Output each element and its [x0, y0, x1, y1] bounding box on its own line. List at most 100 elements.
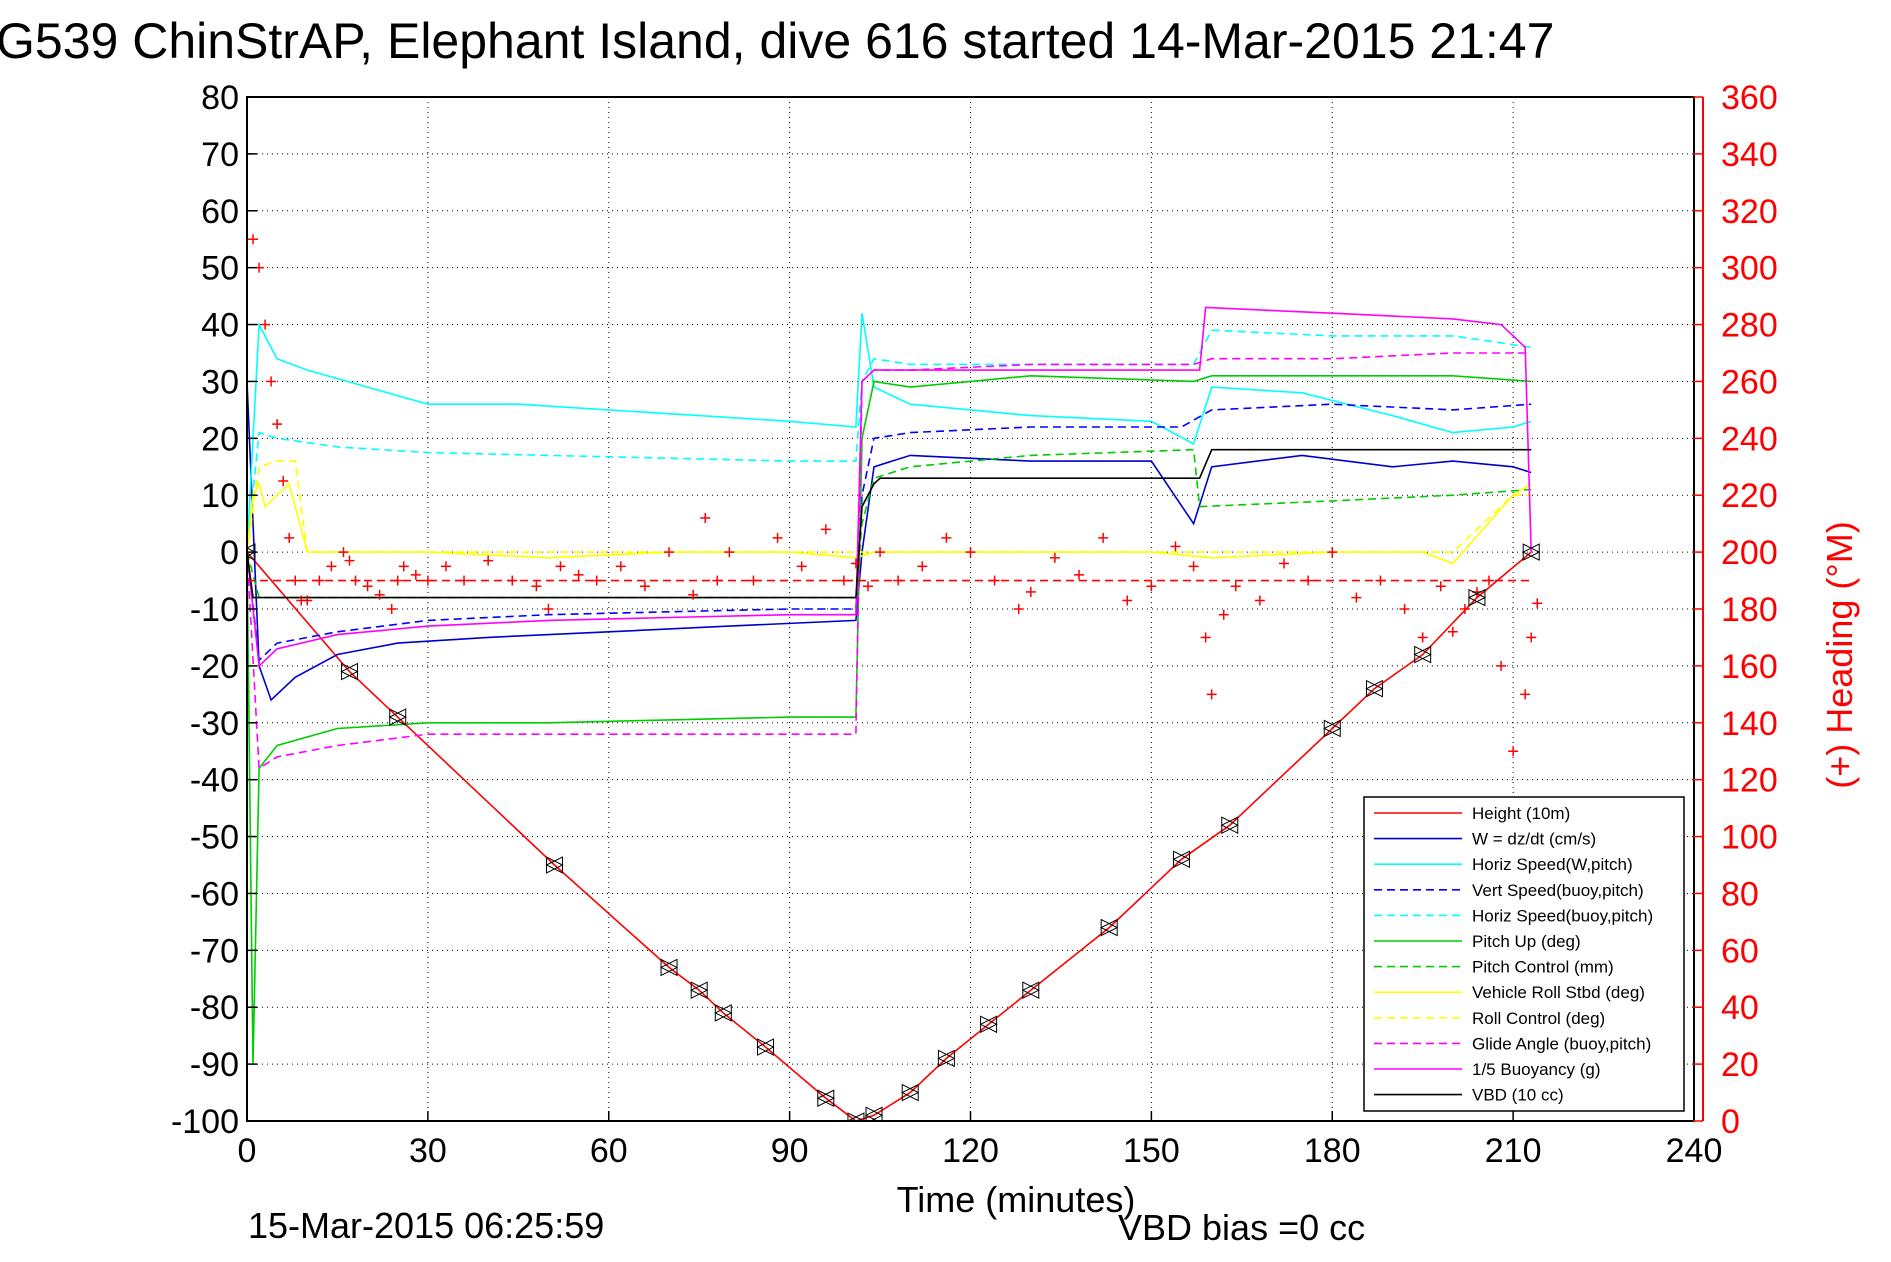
- dive-marker-right: [1173, 850, 1191, 869]
- heading-marker: [374, 589, 385, 600]
- heading-marker: [326, 561, 337, 572]
- y-tick-label: 0: [220, 534, 239, 572]
- legend-label-6: Pitch Control (mm): [1472, 958, 1614, 977]
- x-tick-label: 60: [590, 1132, 628, 1170]
- y-tick-label: 30: [201, 363, 239, 401]
- dive-marker: [846, 1112, 866, 1121]
- heading-marker: [344, 555, 355, 566]
- heading-marker: [1327, 547, 1338, 558]
- heading-marker: [350, 575, 361, 586]
- heading-marker: [410, 569, 421, 580]
- heading-marker: [1206, 689, 1217, 700]
- heading-marker: [1098, 532, 1109, 543]
- right-tick-label: 160: [1721, 648, 1778, 686]
- right-tick-label: 240: [1721, 420, 1778, 458]
- heading-marker: [772, 532, 783, 543]
- right-tick-label: 220: [1721, 477, 1778, 515]
- dive-marker: [340, 662, 359, 681]
- heading-marker: [712, 575, 723, 586]
- heading-marker: [615, 561, 626, 572]
- heading-marker: [700, 512, 711, 523]
- heading-marker: [272, 419, 283, 430]
- right-tick-label: 0: [1721, 1103, 1740, 1141]
- dive-marker: [1220, 816, 1239, 834]
- heading-marker: [850, 558, 861, 569]
- legend-label-5: Pitch Up (deg): [1472, 932, 1581, 951]
- heading-marker: [1459, 604, 1470, 614]
- heading-marker: [338, 547, 349, 558]
- y-tick-label: -40: [190, 762, 239, 800]
- heading-marker: [875, 547, 886, 558]
- dive-marker-right: [1022, 981, 1040, 999]
- y-tick-label: -70: [190, 932, 239, 970]
- y-tick-label: -10: [190, 591, 239, 629]
- dive-marker: [756, 1038, 775, 1056]
- dive-marker: [979, 1015, 998, 1034]
- heading-marker: [1532, 598, 1543, 609]
- right-tick-label: 300: [1721, 250, 1778, 288]
- heading-marker: [1200, 632, 1211, 643]
- right-tick-label: 280: [1721, 307, 1778, 345]
- heading-marker: [917, 561, 928, 572]
- heading-marker: [555, 561, 566, 572]
- series-line-3: [247, 403, 1532, 662]
- y-tick-label: 50: [201, 250, 239, 288]
- heading-marker: [1435, 581, 1446, 592]
- heading-marker: [1122, 595, 1133, 606]
- y-tick-label: 60: [201, 193, 239, 231]
- heading-marker: [748, 575, 759, 586]
- heading-marker: [260, 319, 271, 330]
- dive-marker-right: [1414, 645, 1432, 664]
- heading-marker: [724, 547, 735, 558]
- x-tick-label: 150: [1123, 1132, 1180, 1170]
- heading-marker: [591, 575, 602, 586]
- dive-marker-right: [1522, 543, 1541, 561]
- heading-marker: [1526, 632, 1537, 643]
- heading-marker: [266, 376, 277, 387]
- legend-label-8: Roll Control (deg): [1472, 1009, 1605, 1028]
- dive-marker-right: [817, 1089, 835, 1108]
- series-line-1: [247, 381, 1532, 702]
- dive-marker: [1522, 543, 1541, 561]
- heading-marker: [290, 575, 301, 586]
- heading-marker: [893, 575, 904, 586]
- heading-marker: [362, 581, 373, 592]
- dive-marker-right: [340, 662, 359, 681]
- legend-label-3: Vert Speed(buoy,pitch): [1472, 881, 1644, 900]
- heading-marker: [1399, 604, 1410, 614]
- dive-marker: [1100, 918, 1119, 937]
- heading-marker: [1188, 561, 1199, 572]
- series-line-6: [247, 448, 1532, 599]
- series-line-11: [247, 448, 1532, 599]
- series-line-0: [247, 551, 1532, 1121]
- heading-marker: [386, 604, 397, 614]
- dive-marker-right: [865, 1106, 884, 1121]
- dive-marker: [545, 856, 564, 874]
- dive-marker-right: [660, 958, 679, 977]
- heading-marker: [543, 604, 554, 614]
- heading-marker: [1146, 581, 1157, 592]
- heading-marker: [1417, 632, 1428, 643]
- heading-marker: [1013, 604, 1024, 614]
- heading-marker: [639, 581, 650, 592]
- series-line-7: [247, 481, 1532, 565]
- right-tick-label: 320: [1721, 193, 1778, 231]
- heading-marker: [796, 561, 807, 572]
- heading-marker: [459, 575, 470, 586]
- dive-marker-right: [1365, 679, 1384, 698]
- dive-marker: [864, 1106, 884, 1121]
- dive-marker-right: [1221, 816, 1239, 834]
- dive-marker: [901, 1083, 920, 1102]
- dive-marker: [690, 981, 709, 999]
- heading-marker: [965, 547, 976, 558]
- y-axis-ticks: 80 70 60 50 40 30 20 10 0 -10 -20 -30 -40 -50 -60 -70 -8…: [171, 79, 257, 1141]
- heading-marker: [838, 575, 849, 586]
- heading-marker: [531, 581, 542, 592]
- y-tick-label: 10: [201, 477, 239, 515]
- heading-marker: [1279, 558, 1290, 569]
- series-layer: [247, 306, 1532, 1121]
- x-axis-ticks: 0 30 60 90 120 150 180 210 240: [238, 1111, 1722, 1170]
- heading-marker: [1375, 575, 1386, 586]
- right-tick-label: 120: [1721, 762, 1778, 800]
- legend-label-11: VBD (10 cc): [1472, 1086, 1564, 1105]
